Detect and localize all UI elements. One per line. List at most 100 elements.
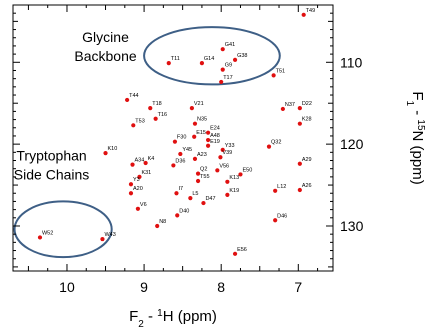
- peak-point: [135, 206, 141, 211]
- peak-point: [137, 174, 142, 179]
- peak-label: K4: [148, 156, 155, 162]
- peak-label: A48: [210, 133, 220, 139]
- peak-label: A23: [197, 152, 207, 158]
- peak-point: [220, 67, 225, 72]
- peak-label: N35: [197, 117, 207, 123]
- peak-point: [175, 213, 180, 218]
- peak-label: N8: [159, 219, 166, 225]
- x-tick-label: 10: [59, 279, 75, 295]
- x-tick-label: 7: [294, 279, 302, 295]
- peak-point: [171, 163, 176, 168]
- peak-label: D36: [175, 158, 185, 164]
- peak-point: [205, 137, 211, 143]
- axis-label-part: 15: [416, 119, 427, 131]
- peak-label: V6: [140, 202, 147, 208]
- peak-label: E19: [210, 139, 220, 145]
- x-axis-label: F2 - 1H (ppm): [129, 308, 217, 329]
- peak-label: G14: [204, 56, 214, 62]
- peak-label: K13: [229, 175, 239, 181]
- peak-label: A20: [133, 186, 143, 192]
- annotation-line: Glycine: [82, 29, 129, 45]
- peak-point: [297, 187, 302, 193]
- axis-label-part: 1: [157, 308, 163, 319]
- peak-label: D46: [277, 213, 287, 219]
- peak-point: [215, 168, 220, 173]
- peak-point: [297, 106, 302, 111]
- peak-label: T51: [276, 68, 285, 74]
- peak-point: [225, 192, 230, 197]
- y-axis-ticks: 110 120 130: [13, 12, 364, 268]
- peak-label: K10: [108, 146, 118, 152]
- peak-label: T18: [152, 101, 161, 107]
- axis-label-part: -: [409, 106, 426, 119]
- annotations: Glycine Backbone Tryptophan Side Chains: [14, 29, 137, 183]
- peak-label: Y3: [133, 177, 140, 183]
- peak-point: [266, 144, 272, 149]
- peak-point: [232, 251, 238, 256]
- peak-point: [37, 235, 43, 240]
- peak-label: G38: [237, 53, 247, 59]
- annotation-text: Tryptophan Side Chains: [14, 148, 90, 183]
- peak-point: [195, 171, 201, 176]
- peak-point: [273, 218, 278, 223]
- peak-point: [192, 134, 197, 139]
- y-tick-label: 120: [340, 136, 364, 152]
- peak-point: [271, 73, 276, 78]
- peak-point: [205, 130, 211, 135]
- peak-point: [205, 143, 211, 148]
- x-tick-label: 9: [140, 279, 148, 295]
- peak-point: [201, 200, 206, 206]
- highlight-regions: [13, 26, 281, 259]
- peak-label: T53: [135, 118, 144, 124]
- peak-label: E24: [210, 126, 220, 132]
- peak-point: [128, 191, 134, 196]
- peak-point: [195, 178, 201, 184]
- peak-label: A26: [302, 183, 312, 189]
- peak-point: [153, 116, 158, 121]
- peak-label: V39: [222, 150, 232, 156]
- y-tick-label: 130: [340, 218, 364, 234]
- peak-point: [155, 223, 160, 229]
- peak-label: V21: [194, 101, 204, 107]
- axis-label-part: H (ppm): [163, 308, 217, 325]
- peak-point: [166, 61, 171, 66]
- peak-point: [189, 106, 194, 111]
- axis-label-part: N (ppm): [409, 131, 426, 185]
- peak-label: E50: [242, 167, 252, 173]
- peak-point: [143, 160, 148, 166]
- peak-label: K31: [141, 170, 151, 176]
- x-axis-ticks: 10 9 8 7: [27, 5, 319, 295]
- peak-label: V56: [219, 163, 229, 169]
- peak-point: [128, 182, 134, 187]
- peak-label: K19: [229, 188, 239, 194]
- peak-point: [220, 47, 225, 52]
- peak-label: E56: [237, 247, 247, 253]
- region-ellipse: [143, 26, 281, 86]
- peak-label: D47: [205, 196, 215, 202]
- peak-label: L5: [192, 191, 198, 197]
- peak-point: [125, 97, 130, 103]
- peak-point: [174, 191, 179, 196]
- peak-point: [103, 151, 108, 156]
- peak-label: W52: [42, 230, 53, 236]
- peak-point: [280, 106, 285, 112]
- peak-label: A34: [135, 158, 145, 164]
- axis-label-part: 2: [138, 319, 144, 329]
- peak-point: [131, 123, 136, 128]
- peak-point: [225, 179, 230, 184]
- peak-label: A29: [302, 157, 312, 163]
- x-tick-label: 8: [217, 279, 225, 295]
- peak-label: L12: [277, 184, 286, 190]
- peak-point: [100, 236, 105, 242]
- peak-point: [301, 12, 306, 17]
- peak-label: D40: [179, 208, 189, 214]
- peak-label: G41: [225, 42, 235, 48]
- peak-label: I7: [178, 186, 183, 192]
- region-ellipse: [13, 200, 113, 259]
- peak-label: T16: [158, 112, 167, 118]
- peak-label: Q2: [200, 167, 207, 173]
- axis-label-part: -: [144, 308, 157, 325]
- peak-label: W43: [104, 232, 115, 238]
